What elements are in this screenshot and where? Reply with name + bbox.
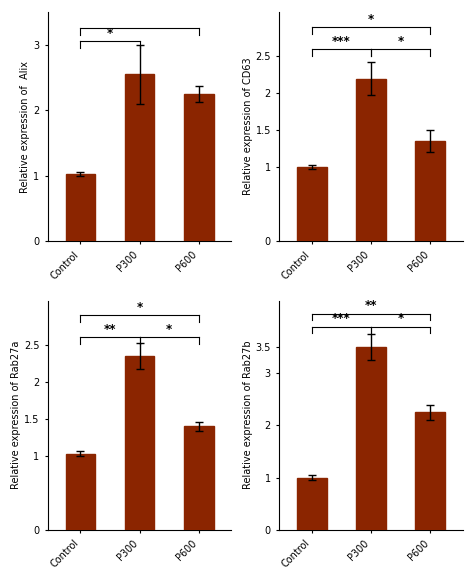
Bar	[416, 141, 445, 241]
Text: **: **	[365, 299, 377, 313]
Text: *: *	[137, 301, 143, 314]
Bar	[125, 74, 155, 241]
Y-axis label: Relative expression of  Alix: Relative expression of Alix	[20, 60, 30, 192]
Bar	[297, 478, 327, 530]
Bar	[184, 426, 214, 530]
Y-axis label: Relative expression of Rab27a: Relative expression of Rab27a	[11, 341, 21, 489]
Y-axis label: Relative expression of Rab27b: Relative expression of Rab27b	[243, 341, 253, 489]
Text: *: *	[107, 27, 113, 40]
Y-axis label: Relative expression of CD63: Relative expression of CD63	[243, 58, 253, 195]
Bar	[297, 167, 327, 241]
Bar	[356, 78, 386, 241]
Text: *: *	[398, 35, 404, 48]
Text: *: *	[368, 13, 374, 26]
Text: ***: ***	[332, 35, 351, 48]
Bar	[416, 413, 445, 530]
Bar	[65, 454, 95, 530]
Text: *: *	[398, 313, 404, 325]
Bar	[125, 356, 155, 530]
Bar	[356, 347, 386, 530]
Text: *: *	[166, 323, 173, 336]
Text: ***: ***	[332, 313, 351, 325]
Text: **: **	[104, 323, 116, 336]
Bar	[184, 94, 214, 241]
Bar	[65, 174, 95, 241]
